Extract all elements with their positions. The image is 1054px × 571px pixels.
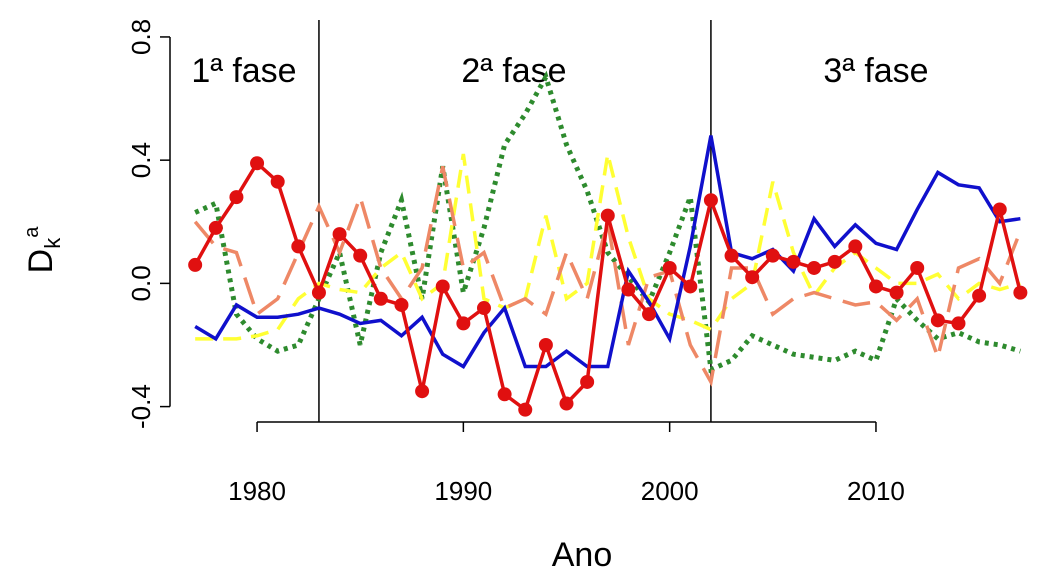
series-marker bbox=[662, 260, 677, 275]
series-marker bbox=[683, 279, 698, 294]
series-marker bbox=[889, 285, 904, 300]
series-marker bbox=[435, 279, 450, 294]
series-marker bbox=[456, 316, 471, 331]
series-marker bbox=[642, 307, 657, 322]
series-marker bbox=[476, 301, 491, 316]
series-marker bbox=[311, 285, 326, 300]
series-marker bbox=[518, 402, 533, 417]
y-tick-label: 0.8 bbox=[126, 19, 156, 55]
series-marker bbox=[415, 384, 430, 399]
x-axis-label: Ano bbox=[552, 536, 613, 571]
series-line bbox=[194, 135, 1021, 369]
series-marker bbox=[332, 227, 347, 242]
series-marker bbox=[910, 260, 925, 275]
x-tick-label: 1990 bbox=[434, 476, 492, 506]
series-marker bbox=[868, 279, 883, 294]
series-marker bbox=[807, 260, 822, 275]
y-label-sub: k bbox=[40, 237, 65, 249]
series-line bbox=[195, 153, 1021, 341]
y-label-sup: a bbox=[21, 226, 43, 238]
series-marker bbox=[229, 190, 244, 205]
series-marker bbox=[992, 202, 1007, 217]
series-marker bbox=[497, 387, 512, 402]
series-marker bbox=[745, 270, 760, 285]
series-marker bbox=[538, 337, 553, 352]
series-marker bbox=[724, 248, 739, 263]
y-label-main: D bbox=[22, 249, 60, 274]
phase-label: 1ª fase bbox=[191, 52, 296, 90]
series-line bbox=[193, 165, 1022, 388]
series-marker bbox=[291, 239, 306, 254]
series-marker bbox=[765, 248, 780, 263]
series-marker bbox=[621, 282, 636, 297]
series-marker bbox=[250, 156, 265, 171]
series-marker bbox=[827, 254, 842, 269]
series-marker bbox=[188, 257, 203, 272]
y-axis-label-text: Dka bbox=[21, 226, 65, 274]
y-tick-label: 0.0 bbox=[126, 265, 156, 301]
x-tick-label: 2000 bbox=[641, 476, 699, 506]
series-marker bbox=[394, 297, 409, 312]
series-marker bbox=[951, 316, 966, 331]
series-marker bbox=[703, 193, 718, 208]
series-marker bbox=[270, 174, 285, 189]
y-axis-label: Dka bbox=[21, 226, 65, 274]
series-marker bbox=[580, 374, 595, 389]
series-marker bbox=[208, 220, 223, 235]
x-tick-label: 1980 bbox=[228, 476, 286, 506]
series-marker bbox=[559, 396, 574, 411]
y-tick-label: -0.4 bbox=[126, 384, 156, 429]
x-tick-label: 2010 bbox=[847, 476, 905, 506]
series-marker bbox=[373, 291, 388, 306]
y-tick-label: 0.4 bbox=[126, 142, 156, 178]
phase-label: 2ª fase bbox=[461, 52, 566, 90]
series-marker bbox=[930, 313, 945, 328]
series-marker bbox=[848, 239, 863, 254]
series-marker bbox=[972, 288, 987, 303]
series-marker bbox=[1013, 285, 1028, 300]
series-line bbox=[194, 70, 1022, 374]
series-marker bbox=[786, 254, 801, 269]
phase-label: 3ª fase bbox=[823, 52, 928, 90]
series-marker bbox=[353, 248, 368, 263]
series-marker bbox=[600, 208, 615, 223]
